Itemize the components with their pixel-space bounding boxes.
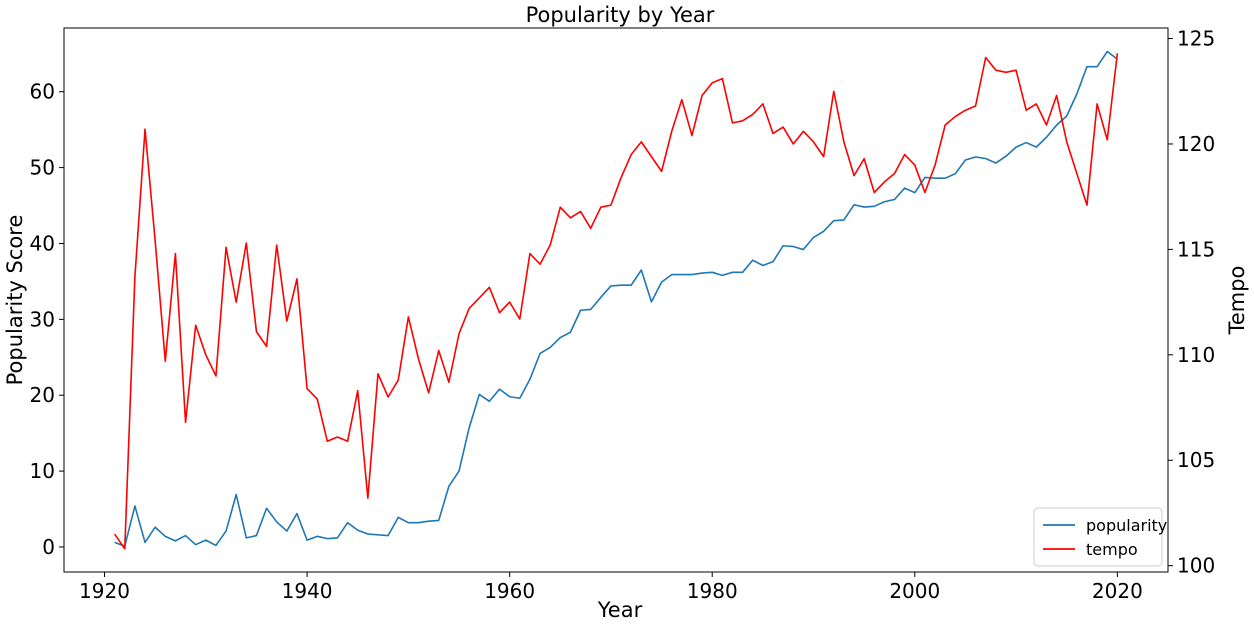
x-tick-label-1960: 1960 bbox=[484, 579, 535, 603]
y-left-tick-label-10: 10 bbox=[30, 459, 55, 483]
y-right-tick-label-110: 110 bbox=[1177, 343, 1215, 367]
x-axis: 1920 1940 1960 1980 2000 2020 bbox=[79, 572, 1143, 603]
chart-title: Popularity by Year bbox=[526, 3, 715, 27]
x-tick-label-1920: 1920 bbox=[79, 579, 130, 603]
x-tick-label-2020: 2020 bbox=[1092, 579, 1143, 603]
y-left-tick-label-40: 40 bbox=[30, 231, 55, 255]
y-left-tick-label-50: 50 bbox=[30, 156, 55, 180]
series-line-popularity bbox=[114, 50, 1118, 548]
y-axis-left: 0 10 20 30 40 50 60 bbox=[30, 80, 64, 559]
x-tick-label-2000: 2000 bbox=[889, 579, 940, 603]
plot-frame bbox=[63, 27, 1169, 573]
series-layer bbox=[113, 50, 1119, 550]
x-tick-label-1980: 1980 bbox=[687, 579, 738, 603]
y-axis-title-right: Tempo bbox=[1225, 266, 1249, 336]
x-axis-title: Year bbox=[597, 598, 643, 622]
y-right-tick-label-100: 100 bbox=[1177, 554, 1215, 578]
y-axis-title-left: Popularity Score bbox=[3, 215, 27, 386]
y-right-tick-label-105: 105 bbox=[1177, 448, 1215, 472]
legend-box bbox=[1033, 507, 1163, 567]
y-left-tick-label-30: 30 bbox=[30, 307, 55, 331]
plot-area bbox=[63, 27, 1169, 573]
y-right-tick-label-120: 120 bbox=[1177, 132, 1215, 156]
legend-label-tempo: tempo bbox=[1086, 540, 1138, 559]
y-axis-right: 100 105 110 115 120 125 bbox=[1168, 27, 1215, 578]
x-tick-label-1940: 1940 bbox=[282, 579, 333, 603]
y-left-tick-label-0: 0 bbox=[42, 535, 55, 559]
y-right-tick-label-125: 125 bbox=[1177, 27, 1215, 51]
y-right-tick-label-115: 115 bbox=[1177, 237, 1215, 261]
y-left-tick-label-60: 60 bbox=[30, 80, 55, 104]
legend: popularity tempo bbox=[1033, 507, 1167, 567]
y-left-tick-label-20: 20 bbox=[30, 383, 55, 407]
legend-label-popularity: popularity bbox=[1086, 516, 1167, 535]
series-line-tempo bbox=[113, 53, 1119, 550]
